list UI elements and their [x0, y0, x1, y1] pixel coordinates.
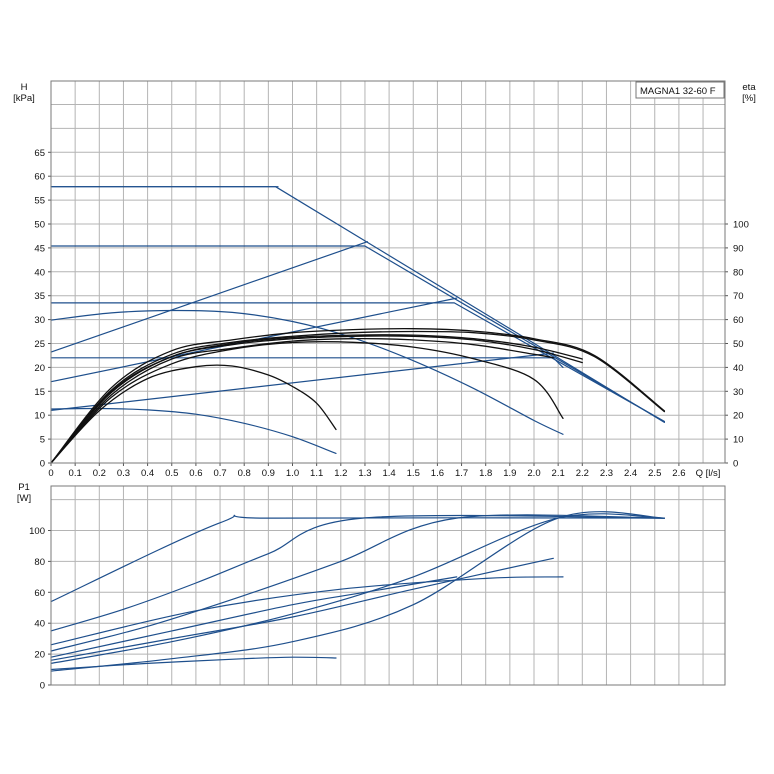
x-tick-label: 0.2: [93, 468, 106, 479]
x-axis-label: Q [l/s]: [696, 468, 721, 479]
x-tick-label: 0.5: [165, 468, 178, 479]
efficiency-curve: [50, 335, 583, 464]
y2-tick-label: 0: [733, 459, 738, 470]
x-tick-label: 2.2: [576, 468, 589, 479]
y-tick-label: 35: [34, 291, 45, 302]
head-panel-curves: [50, 186, 666, 464]
axis-tick-labels: 0 0.1 0.2 0.3 0.4 0.5 0.6 0.7 0.8 0.9 1.0 1.1 1.2 1.3…: [29, 148, 749, 692]
y2-tick-label: 80: [733, 267, 744, 278]
x-tick-label: 1.3: [358, 468, 371, 479]
y-tick-label: 40: [34, 267, 45, 278]
x-tick-label: 1.1: [310, 468, 323, 479]
x-tick-label: 0.1: [69, 468, 82, 479]
power-curve: [50, 557, 554, 661]
y-axis-label-head: H: [21, 82, 28, 93]
y2-axis-unit-eta: [%]: [742, 93, 756, 104]
y2-tick-label: 100: [733, 220, 749, 231]
x-tick-label: 1.6: [431, 468, 444, 479]
y2-tick-label: 90: [733, 243, 744, 254]
y-tick-label: 50: [34, 220, 45, 231]
power-tick-label: 80: [34, 557, 45, 568]
x-tick-label: 0.4: [141, 468, 154, 479]
y-axis-unit-power: [W]: [17, 493, 31, 504]
model-label-box: MAGNA1 32-60 F: [635, 81, 725, 99]
efficiency-curve: [50, 334, 583, 464]
head-curve: [50, 302, 665, 422]
y-tick-label: 25: [34, 339, 45, 350]
efficiency-curve: [50, 341, 564, 464]
y2-tick-label: 40: [733, 363, 744, 374]
head-curve: [50, 245, 665, 423]
x-tick-label: 1.0: [286, 468, 299, 479]
y-tick-label: 60: [34, 172, 45, 183]
power-curve: [50, 656, 337, 671]
y-tick-label: 30: [34, 315, 45, 326]
x-tick-label: 0.8: [238, 468, 251, 479]
y-axis-label-power: P1: [18, 482, 30, 493]
y2-tick-label: 30: [733, 387, 744, 398]
power-panel-frame: [50, 485, 726, 686]
head-panel-grid: [50, 81, 725, 463]
efficiency-curve: [50, 327, 666, 464]
x-tick-label: 2.6: [672, 468, 685, 479]
x-tick-label: 0: [48, 468, 53, 479]
x-tick-label: 0.7: [213, 468, 226, 479]
x-tick-label: 1.2: [334, 468, 347, 479]
y-tick-label: 65: [34, 148, 45, 159]
efficiency-curve: [50, 338, 554, 464]
y-tick-label: 0: [40, 459, 45, 470]
x-tick-label: 2.0: [527, 468, 540, 479]
power-curve: [50, 514, 665, 603]
efficiency-curve: [50, 364, 337, 464]
y-tick-label: 5: [40, 435, 45, 446]
y2-axis-label-eta: eta: [742, 82, 756, 93]
x-tick-label: 1.8: [479, 468, 492, 479]
power-curve: [50, 514, 665, 632]
power-tick-label: 20: [34, 650, 45, 661]
y-axis-unit-head: [kPa]: [13, 93, 35, 104]
power-curve: [50, 513, 665, 664]
x-tick-label: 2.4: [624, 468, 637, 479]
head-curve: [50, 241, 368, 353]
x-tick-label: 1.5: [407, 468, 420, 479]
power-tick-label: 40: [34, 619, 45, 630]
x-tick-label: 1.4: [382, 468, 395, 479]
y2-tick-label: 60: [733, 315, 744, 326]
x-tick-label: 1.9: [503, 468, 516, 479]
x-tick-label: 2.1: [552, 468, 565, 479]
power-curve: [50, 514, 665, 652]
y2-tick-label: 10: [733, 435, 744, 446]
power-curve: [50, 576, 564, 646]
efficiency-curve: [50, 330, 666, 464]
y-tick-label: 20: [34, 363, 45, 374]
y2-tick-label: 70: [733, 291, 744, 302]
x-tick-label: 1.7: [455, 468, 468, 479]
y-tick-label: 55: [34, 196, 45, 207]
x-tick-label: 0.9: [262, 468, 275, 479]
model-label: MAGNA1 32-60 F: [640, 86, 716, 97]
y-tick-label: 45: [34, 243, 45, 254]
y-tick-label: 15: [34, 387, 45, 398]
head-curve: [50, 309, 564, 435]
head-panel-frame: [50, 80, 726, 464]
power-curve: [50, 511, 665, 672]
y2-tick-label: 20: [733, 411, 744, 422]
y2-tick-label: 50: [733, 339, 744, 350]
x-tick-label: 0.6: [189, 468, 202, 479]
power-tick-label: 60: [34, 588, 45, 599]
head-curve: [50, 186, 665, 423]
head-curve: [50, 352, 554, 411]
power-tick-label: 0: [40, 681, 45, 692]
x-tick-label: 2.5: [648, 468, 661, 479]
x-tick-label: 2.3: [600, 468, 613, 479]
y-tick-label: 10: [34, 411, 45, 422]
x-tick-label: 0.3: [117, 468, 130, 479]
power-panel-curves: [50, 511, 665, 672]
power-curve: [50, 576, 458, 658]
power-tick-label: 100: [29, 526, 45, 537]
